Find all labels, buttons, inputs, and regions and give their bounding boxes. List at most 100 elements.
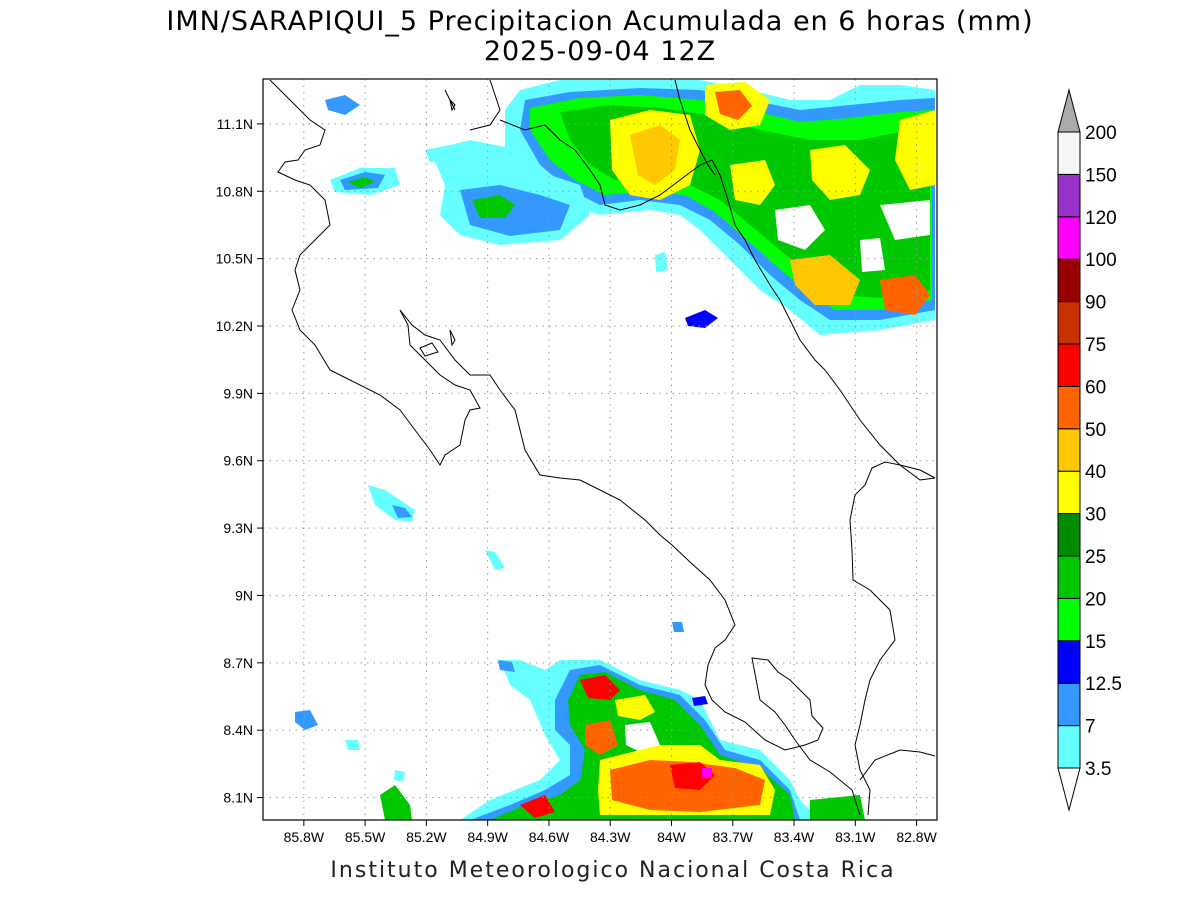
y-tick-label: 10.8N	[216, 183, 253, 199]
colorbar-label: 15	[1085, 632, 1106, 653]
x-tick-label: 85.8W	[284, 829, 325, 845]
colorbar-label: 100	[1085, 250, 1117, 271]
colorbar-box	[1057, 725, 1081, 769]
precip-area-north-yellow-5	[790, 255, 860, 305]
colorbar-box	[1057, 258, 1081, 303]
coastline-pacific-coast	[269, 79, 481, 466]
colorbar-label: 90	[1085, 293, 1106, 314]
precip-area-south-east-blob	[810, 795, 865, 820]
coastline-panama-border	[849, 461, 936, 816]
precip-area-south-yellow-2	[615, 695, 655, 720]
colorbar-label: 7	[1085, 717, 1096, 738]
precipitation-layer	[295, 80, 935, 820]
colorbar-box	[1057, 597, 1081, 642]
y-tick-label: 10.2N	[216, 318, 253, 334]
precip-area-top-left-cyan	[425, 145, 455, 162]
y-tick-label: 8.1N	[223, 790, 253, 806]
precip-area-south-west-cyan	[295, 710, 318, 730]
x-tick-label: 85.2W	[406, 829, 447, 845]
colorbar-label: 60	[1085, 377, 1106, 398]
precip-area-south-yellow-3	[585, 720, 618, 755]
colorbar-box	[1057, 343, 1081, 387]
precip-area-north-orange-1	[630, 125, 680, 185]
precip-area-west-blob-1-green	[472, 195, 515, 218]
precip-area-south-west-cyan-3	[394, 770, 405, 782]
colorbar-label: 3.5	[1085, 759, 1111, 780]
colorbar-box	[1057, 131, 1081, 175]
colorbar-box	[1057, 216, 1081, 260]
precip-area-north-yellow-4	[895, 110, 935, 190]
colorbar-box	[1057, 513, 1081, 557]
precip-area-south-west-blob	[380, 785, 412, 820]
colorbar-box	[1057, 385, 1081, 430]
x-axis-ticks: 85.8W 85.5W 85.2W 84.9W 84.6W 84.3W 84W 83.7W 83…	[284, 820, 938, 845]
precip-area-north-white-hole-3	[860, 238, 885, 272]
precip-area-south-red-5	[520, 795, 555, 818]
map-frame	[262, 78, 938, 821]
colorbar-box	[1057, 428, 1081, 472]
colorbar-label: 150	[1085, 165, 1117, 186]
precip-area-north-orange-2	[715, 90, 752, 120]
colorbar-box	[1057, 682, 1081, 727]
precip-area-mid-west-blob-7	[392, 505, 412, 518]
figure-subtitle: 2025-09-04 12Z	[484, 36, 716, 67]
x-tick-label: 84.9W	[467, 829, 508, 845]
precip-area-south-cyan-5	[520, 683, 538, 693]
y-tick-label: 10.5N	[216, 251, 253, 267]
precip-area-north-yellow-3	[810, 145, 870, 200]
coastline-island-1	[419, 342, 439, 357]
x-tick-label: 84.3W	[590, 829, 631, 845]
precip-area-south-magenta	[702, 768, 712, 778]
colorbar-legend: 3.5 7 12.5 15 20 25 30 40 50 60 75 90 100 120 150 200	[1057, 88, 1122, 812]
graticule	[263, 79, 937, 820]
colorbar-label: 25	[1085, 547, 1106, 568]
precip-area-south-west-cyan-2	[345, 740, 360, 750]
colorbar-box	[1057, 301, 1081, 345]
colorbar-label: 30	[1085, 505, 1106, 526]
colorbar-label: 120	[1085, 208, 1117, 229]
precip-area-north-yellow-6	[880, 275, 930, 315]
figure-title: IMN/SARAPIQUI_5 Precipitacion Acumulada …	[166, 6, 1033, 37]
x-tick-label: 84.6W	[529, 829, 570, 845]
coastline-caribbean-coast	[674, 79, 936, 481]
map-panel: 85.8W 85.5W 85.2W 84.9W 84.6W 84.3W 84W 83.7W 83…	[216, 78, 938, 845]
x-tick-label: 82.8W	[896, 829, 937, 845]
x-tick-label: 85.5W	[345, 829, 386, 845]
y-tick-label: 11.1N	[217, 116, 253, 132]
colorbar-box	[1057, 555, 1081, 599]
colorbar-box	[1057, 470, 1081, 515]
precip-area-top-left-blob	[325, 95, 360, 115]
coastlines	[263, 79, 936, 816]
precip-area-north-white-hole-1	[775, 205, 825, 250]
y-tick-label: 8.7N	[223, 655, 253, 671]
precip-area-mid-cyan-2	[485, 550, 505, 570]
coastline-island-3	[449, 98, 456, 112]
colorbar-label: 12.5	[1085, 674, 1122, 695]
colorbar-label: 75	[1085, 335, 1106, 356]
colorbar-under-arrow	[1057, 767, 1081, 812]
y-tick-label: 9.9N	[223, 385, 253, 401]
coastline-island-2	[449, 329, 456, 347]
footer-credit: Instituto Meteorologico Nacional Costa R…	[330, 858, 895, 883]
x-tick-label: 83.4W	[774, 829, 815, 845]
precip-area-mid-cyan-1	[655, 252, 668, 272]
colorbar-box	[1057, 173, 1081, 218]
colorbar-label: 20	[1085, 589, 1106, 610]
precip-area-north-yellow-7	[730, 160, 775, 205]
y-axis-ticks: 8.1N 8.4N 8.7N 9N 9.3N 9.6N 9.9N 10.2N 10.5N 10.8…	[216, 116, 263, 806]
coastline-osa-peninsula	[794, 739, 861, 816]
precip-area-south-blue-1	[692, 696, 708, 706]
coastline-nicoya-gulf	[399, 309, 824, 751]
x-tick-label: 83.1W	[835, 829, 876, 845]
y-tick-label: 8.4N	[223, 722, 253, 738]
precip-area-north-white-hole-2	[880, 200, 930, 240]
y-tick-label: 9.3N	[223, 520, 253, 536]
precip-area-nicoya-north-blob-green	[348, 177, 375, 188]
precip-area-mid-blue-1	[685, 310, 718, 328]
colorbar-box	[1057, 640, 1081, 684]
colorbar-label: 200	[1085, 123, 1117, 144]
precip-area-mid-cyan-3	[672, 622, 684, 632]
precip-area-south-yellow-1	[580, 675, 620, 700]
colorbar-over-arrow	[1057, 88, 1081, 133]
